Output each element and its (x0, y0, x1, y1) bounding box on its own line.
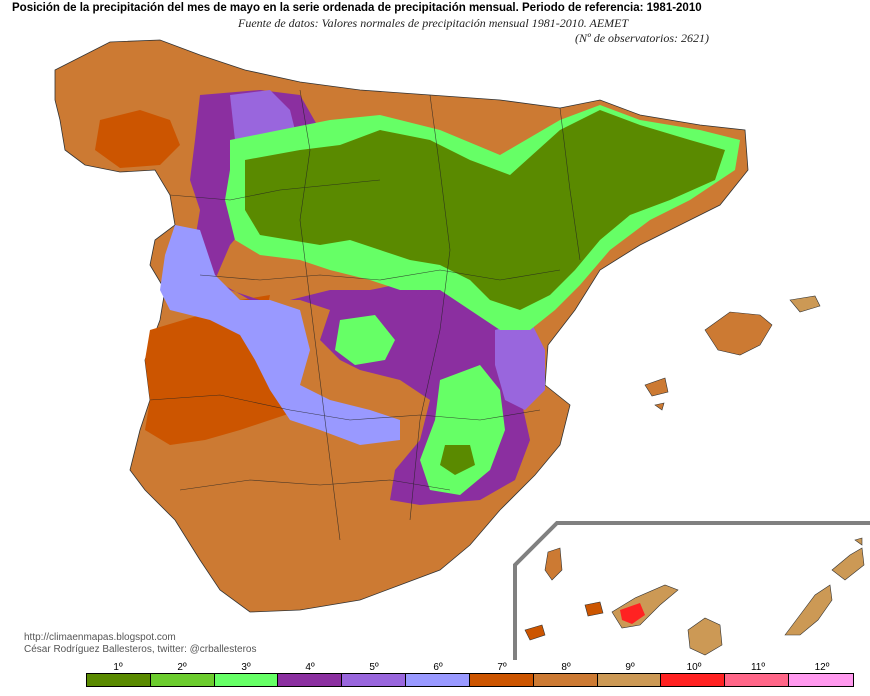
legend-swatch-9 (597, 674, 662, 686)
legend-label-5: 5º (369, 662, 379, 673)
tenerife-island (611, 584, 679, 629)
region-center-6 (160, 225, 400, 445)
gran-canaria-island (687, 617, 723, 656)
legend-swatch-6 (406, 674, 470, 686)
region-galicia-7 (95, 110, 180, 168)
la-palma-island (544, 547, 563, 581)
fuerteventura-island (784, 584, 833, 636)
source-subtitle: Fuente de datos: Valores normales de pre… (238, 16, 629, 30)
menorca-island (789, 295, 821, 313)
credit-author: César Rodríguez Ballesteros, twitter: @c… (24, 644, 257, 655)
legend-label-6: 6º (433, 662, 443, 673)
legend-label-1: 1º (113, 662, 123, 673)
region-south-1 (440, 445, 475, 475)
credit-blog: http://climaenmapas.blogspot.com (24, 632, 176, 643)
formentera-island (654, 402, 665, 411)
legend-label-2: 2º (177, 662, 187, 673)
region-center-3 (335, 315, 395, 365)
legend-swatch-12 (789, 674, 853, 686)
province-boundaries (149, 89, 581, 541)
legend-swatches (86, 673, 854, 687)
la-gomera-island (584, 601, 604, 617)
lanzarote-island (831, 547, 865, 581)
ibiza-island (644, 377, 669, 397)
legend-labels: 1º 2º 3º 4º 5º 6º 7º 8º 9º 10º 11º 12º (86, 662, 854, 673)
legend-label-4: 4º (305, 662, 315, 673)
legend-swatch-3 (214, 674, 279, 686)
canary-inset-frame (513, 521, 870, 660)
legend-label-8: 8º (561, 662, 571, 673)
legend-swatch-8 (533, 674, 598, 686)
observatories-subtitle: (Nº de observatorios: 2621) (575, 31, 710, 45)
legend-label-12: 12º (814, 662, 830, 673)
region-east-5 (495, 320, 545, 410)
legend-swatch-7 (469, 674, 534, 686)
legend: 1º 2º 3º 4º 5º 6º 7º 8º 9º 10º 11º 12º (86, 662, 854, 687)
legend-label-3: 3º (241, 662, 251, 673)
legend-label-11: 11º (750, 662, 766, 673)
legend-label-10: 10º (686, 662, 702, 673)
tenerife-red-area (620, 603, 645, 624)
region-north-1 (245, 110, 725, 310)
map-title: Posición de la precipitación del mes de … (12, 2, 702, 14)
legend-label-9: 9º (625, 662, 635, 673)
legend-swatch-11 (725, 674, 790, 686)
legend-swatch-5 (342, 674, 407, 686)
legend-swatch-2 (150, 674, 215, 686)
legend-swatch-1 (87, 674, 151, 686)
legend-label-7: 7º (497, 662, 507, 673)
credit-block: http://climaenmapas.blogspot.com César R… (24, 632, 256, 656)
legend-swatch-10 (661, 674, 726, 686)
legend-swatch-4 (278, 674, 343, 686)
el-hierro-island (524, 624, 546, 641)
mallorca-island (704, 311, 773, 356)
alegranza-islet (854, 537, 863, 546)
